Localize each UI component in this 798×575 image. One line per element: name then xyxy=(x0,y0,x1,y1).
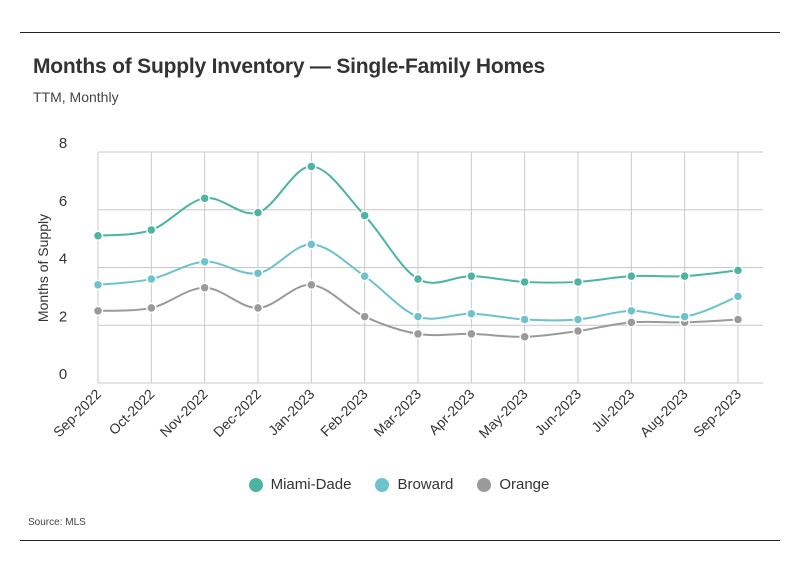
data-point-orange xyxy=(306,279,317,291)
data-point-miami-dade xyxy=(199,192,210,204)
legend: Miami-Dade Broward Orange xyxy=(0,476,798,493)
data-point-miami-dade xyxy=(572,276,584,288)
legend-item-orange: Orange xyxy=(477,476,549,493)
x-tick-label: May-2023 xyxy=(475,386,530,441)
data-point-broward xyxy=(146,273,157,285)
data-point-orange xyxy=(732,314,744,325)
data-point-broward xyxy=(359,270,370,282)
data-point-broward xyxy=(92,279,104,291)
legend-label-orange: Orange xyxy=(499,476,550,493)
y-tick-labels: 0 2 4 6 8 xyxy=(59,135,67,383)
data-point-miami-dade xyxy=(359,210,370,221)
x-tick-label: Nov-2022 xyxy=(157,386,211,440)
x-tick-label: Jul-2023 xyxy=(588,386,637,435)
y-tick-label: 8 xyxy=(59,135,67,152)
legend-item-miami-dade: Miami-Dade xyxy=(248,476,352,493)
top-rule xyxy=(20,32,780,33)
data-point-miami-dade xyxy=(92,230,104,241)
y-tick-label: 6 xyxy=(59,193,67,210)
series-orange xyxy=(92,279,744,343)
y-tick-label: 4 xyxy=(59,251,67,268)
chart-title: Months of Supply Inventory — Single-Fami… xyxy=(33,55,545,78)
data-point-orange xyxy=(359,311,370,322)
grid-lines xyxy=(97,151,763,384)
data-point-broward xyxy=(626,305,637,317)
bottom-rule xyxy=(20,540,780,541)
series-broward xyxy=(92,239,744,325)
data-point-miami-dade xyxy=(626,270,637,282)
data-point-miami-dade xyxy=(679,270,690,282)
series-miami-dade xyxy=(92,161,744,288)
data-point-broward xyxy=(466,308,477,319)
x-tick-label: Sep-2023 xyxy=(690,386,744,440)
data-point-miami-dade xyxy=(412,273,424,285)
x-tick-label: Oct-2022 xyxy=(105,386,157,438)
data-point-orange xyxy=(412,328,424,340)
x-tick-label: Apr-2023 xyxy=(425,386,477,438)
data-point-orange xyxy=(466,328,477,340)
data-point-miami-dade xyxy=(466,270,477,282)
data-point-broward xyxy=(412,311,424,322)
data-point-broward xyxy=(306,239,317,250)
x-tick-label: Feb-2023 xyxy=(317,386,371,440)
x-tick-label: Mar-2023 xyxy=(370,386,424,440)
legend-dot-miami-dade xyxy=(248,477,263,492)
x-tick-label: Sep-2022 xyxy=(50,386,104,440)
legend-item-broward: Broward xyxy=(375,476,453,493)
y-tick-label: 0 xyxy=(59,366,67,383)
source-note: Source: MLS xyxy=(28,517,86,528)
data-point-miami-dade xyxy=(252,207,264,218)
chart-subtitle: TTM, Monthly xyxy=(33,89,119,105)
data-point-orange xyxy=(199,282,210,293)
data-point-broward xyxy=(519,314,530,325)
data-point-broward xyxy=(199,256,210,267)
data-point-orange xyxy=(572,325,584,337)
data-point-orange xyxy=(519,331,530,343)
data-point-miami-dade xyxy=(306,161,317,172)
data-point-orange xyxy=(146,302,157,314)
x-tick-label: Jan-2023 xyxy=(265,386,318,439)
x-tick-label: Jun-2023 xyxy=(532,386,585,439)
legend-dot-broward xyxy=(375,477,390,492)
x-tick-labels: Sep-2022 Oct-2022 Nov-2022 Dec-2022 Jan-2023… xyxy=(50,386,744,441)
data-point-broward xyxy=(732,291,744,302)
data-point-orange xyxy=(252,302,264,314)
data-point-miami-dade xyxy=(519,276,530,288)
data-point-broward xyxy=(572,314,584,325)
x-tick-label: Dec-2022 xyxy=(210,386,264,440)
legend-dot-orange xyxy=(477,477,492,492)
data-point-broward xyxy=(252,268,264,279)
data-point-orange xyxy=(92,305,104,317)
legend-label-miami-dade: Miami-Dade xyxy=(270,476,352,493)
x-tick-label: Aug-2023 xyxy=(637,386,691,440)
data-point-broward xyxy=(679,311,690,322)
legend-label-broward: Broward xyxy=(397,476,454,493)
y-tick-label: 2 xyxy=(59,308,67,325)
series-lines xyxy=(92,161,744,343)
data-point-miami-dade xyxy=(732,265,744,276)
data-point-miami-dade xyxy=(146,224,157,236)
y-axis-label: Months of Supply xyxy=(35,214,51,322)
data-point-orange xyxy=(626,317,637,328)
